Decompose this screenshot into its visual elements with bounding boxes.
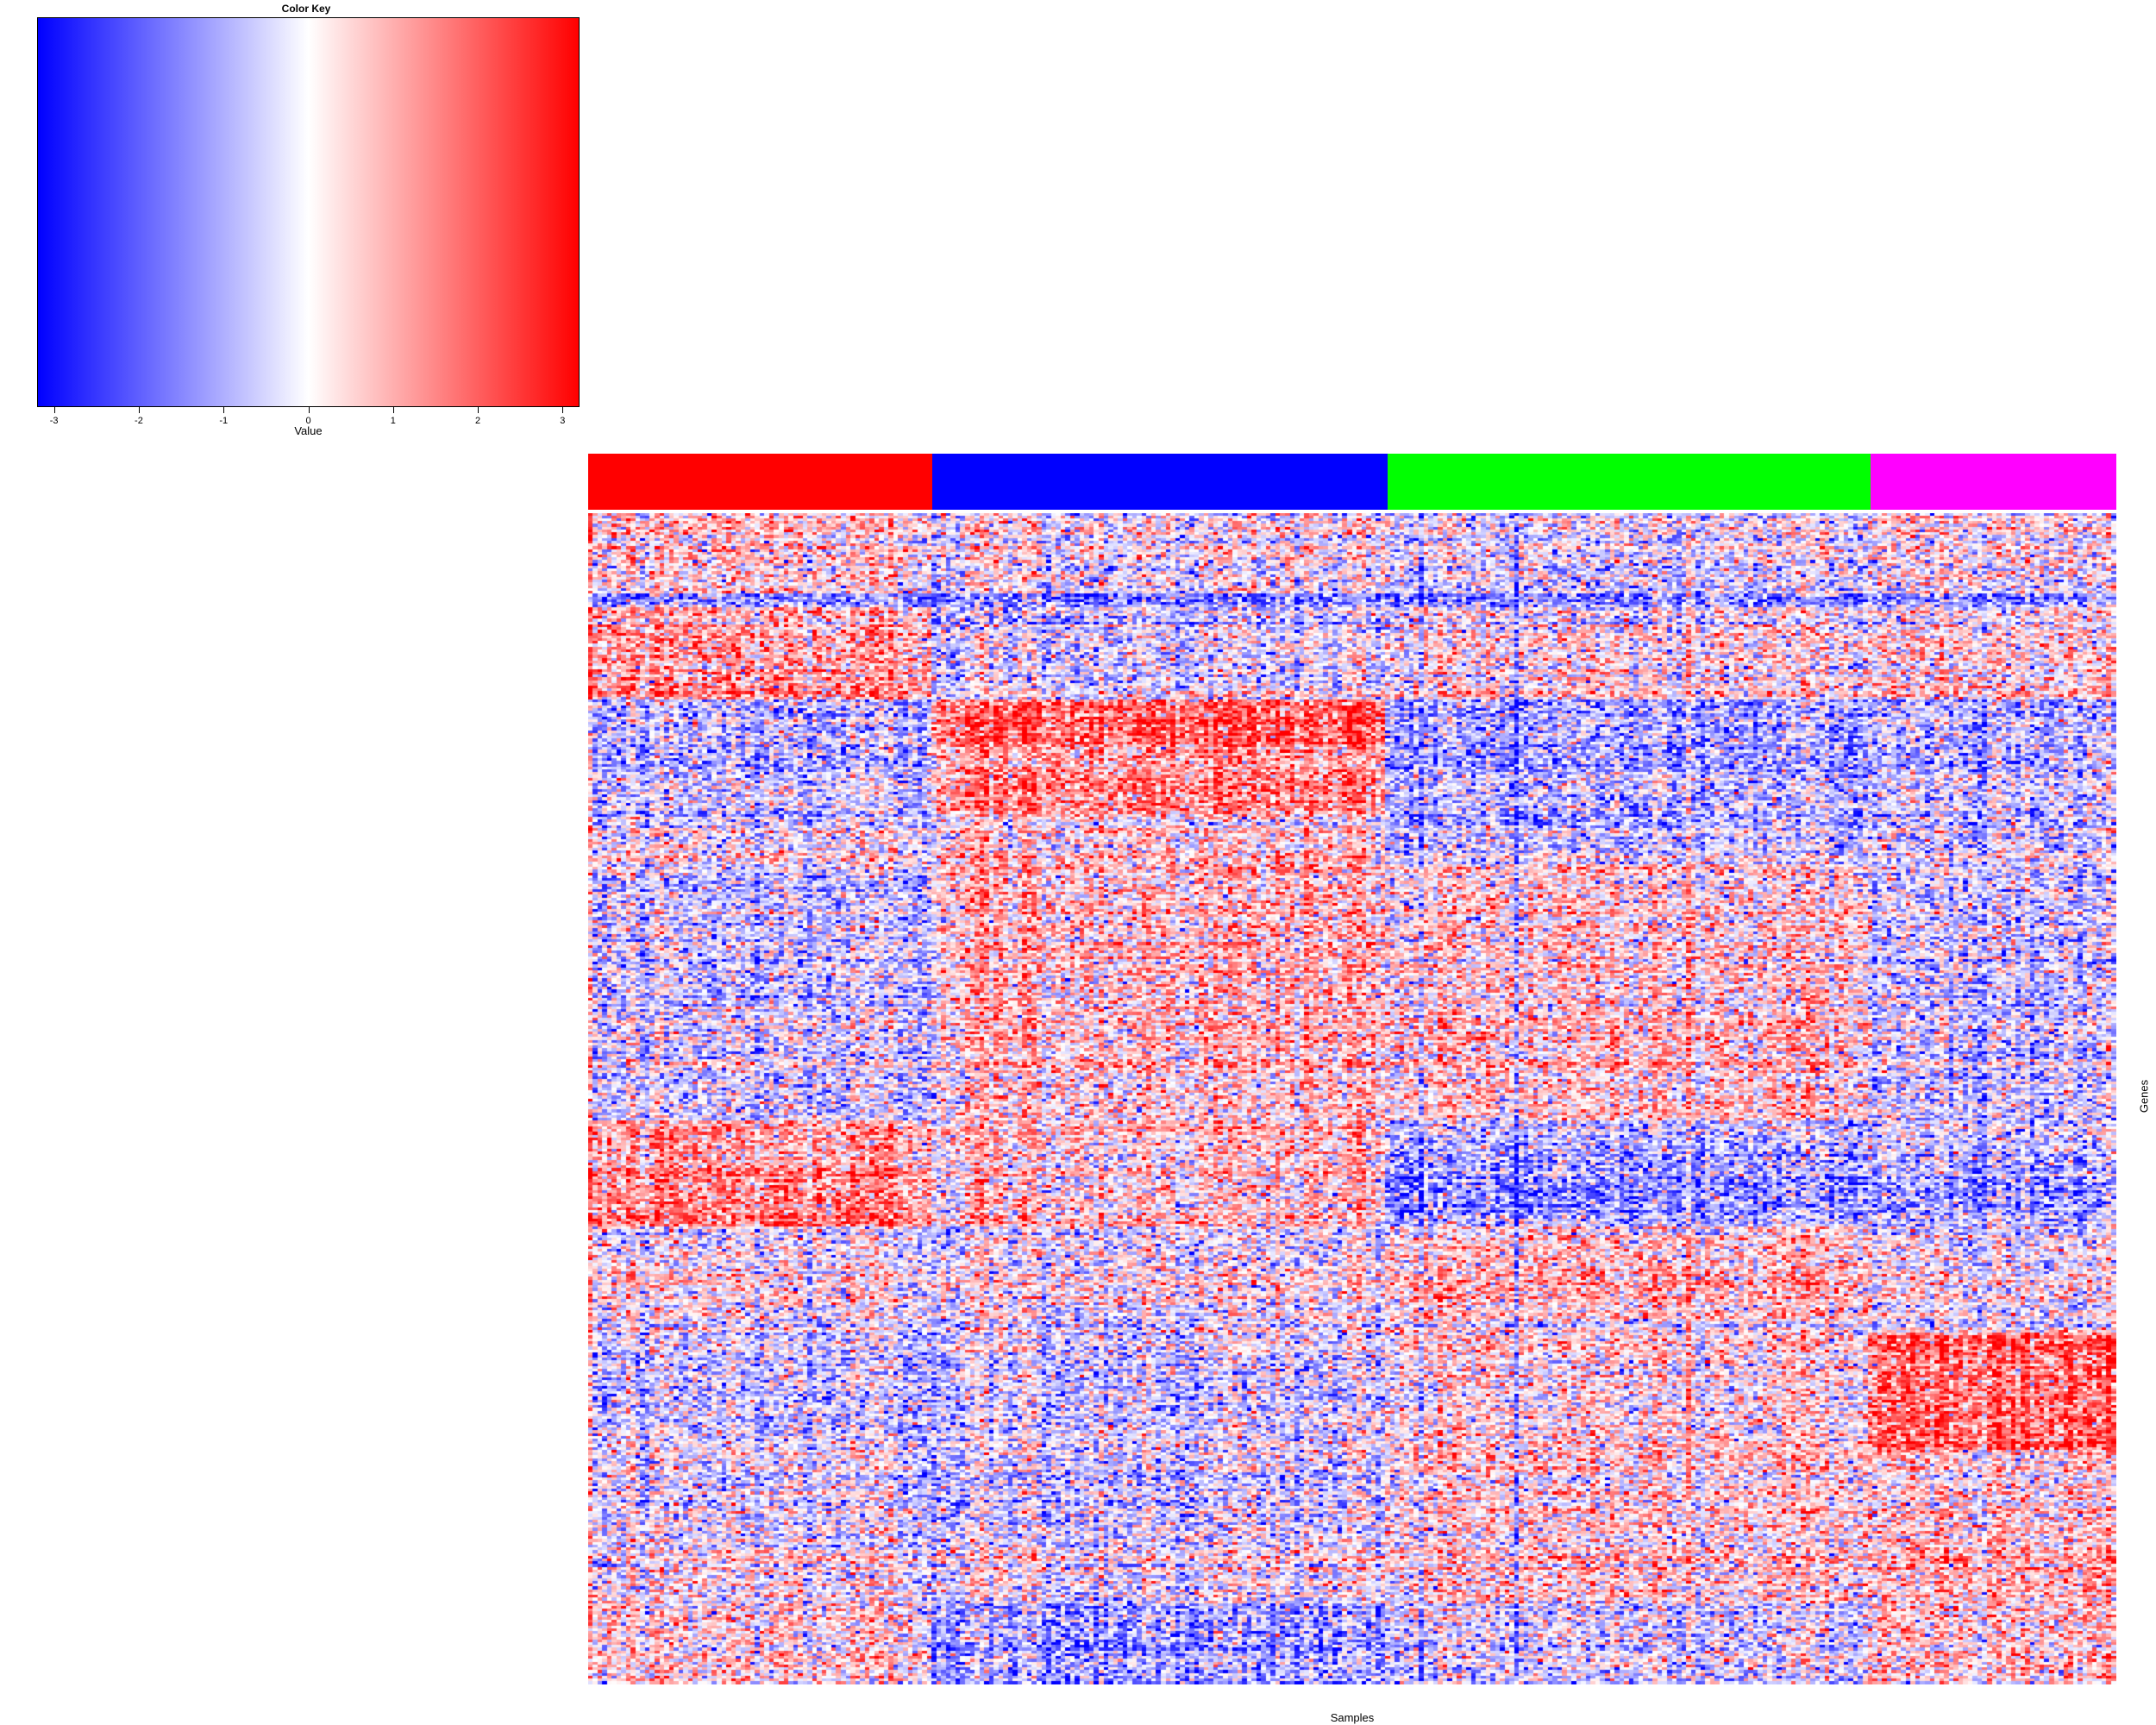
sample-group-3	[1387, 454, 1871, 510]
color-key-tick	[562, 407, 564, 413]
color-key-tick	[308, 407, 310, 413]
x-axis-label: Samples	[1330, 1711, 1375, 1724]
color-key-tick	[392, 407, 394, 413]
color-key-title: Color Key	[281, 3, 331, 15]
sample-group-bar	[588, 454, 2117, 510]
color-key-tick-label: 2	[475, 416, 481, 426]
color-key-tick	[478, 407, 479, 413]
color-key-xlabel: Value	[294, 424, 323, 437]
color-key-tick	[138, 407, 140, 413]
color-key-tick-label: -2	[135, 416, 143, 426]
y-axis-label: Genes	[2137, 1079, 2151, 1113]
sample-group-2	[931, 454, 1388, 510]
color-key-tick	[53, 407, 55, 413]
sample-group-1	[588, 454, 933, 510]
color-key-tick-label: 3	[560, 416, 566, 426]
color-key-tick-label: 0	[305, 416, 311, 426]
color-key-tick-label: -3	[49, 416, 59, 426]
heatmap-matrix	[588, 513, 2116, 1684]
sample-group-4	[1870, 454, 2117, 510]
color-key-tick	[223, 407, 225, 413]
color-key-gradient	[37, 17, 580, 407]
color-key-tick-label: -1	[219, 416, 229, 426]
color-key-tick-label: 1	[390, 416, 396, 426]
